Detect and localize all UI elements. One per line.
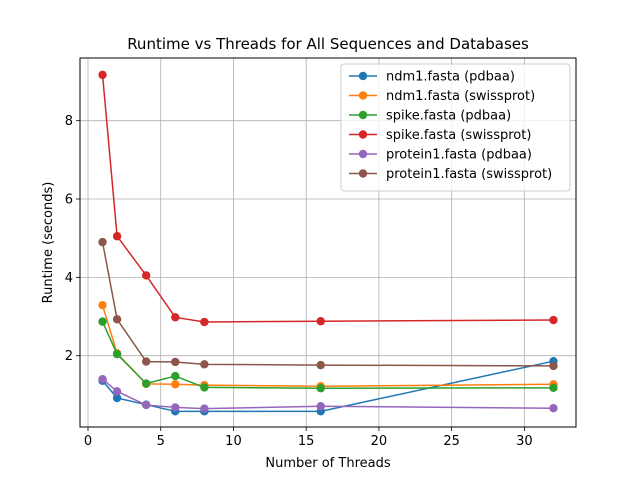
axis-ticks: 0 5 10 15 20 25 30 2 4 6 8 [65,114,533,449]
legend-item: ndm1.fasta (pdbaa) [349,70,515,85]
data-point [200,383,209,392]
data-point [200,360,209,369]
legend-item: protein1.fasta (swissprot) [349,167,552,182]
data-point [171,313,180,322]
data-point [316,384,325,393]
x-tick-label: 20 [371,434,388,449]
data-point [171,371,180,381]
legend-swatch-marker [358,169,368,178]
data-point [112,387,122,396]
series-5 [98,375,558,413]
x-axis-label: Number of Threads [265,456,390,471]
data-point [98,70,107,80]
y-tick-label: 2 [65,349,73,364]
data-point [316,317,325,326]
x-tick-label: 25 [443,434,460,449]
legend-swatch-marker [358,110,368,120]
x-tick-label: 15 [298,434,315,449]
x-tick-label: 10 [225,434,242,449]
data-point [112,393,122,403]
legend-label: spike.fasta (swissprot) [386,128,531,143]
legend-item: spike.fasta (swissprot) [349,128,531,143]
x-tick-label: 30 [516,434,533,449]
data-point [112,349,122,359]
data-point [316,360,325,370]
legend-swatch-marker [358,91,368,100]
y-axis-label: Runtime (seconds) [41,182,56,304]
legend-label: ndm1.fasta (swissprot) [386,89,535,104]
data-point [316,402,325,411]
legend-swatch-marker [358,130,368,139]
data-point [549,315,558,325]
data-point [112,315,122,324]
data-point [98,237,107,247]
legend-label: protein1.fasta (pdbaa) [386,148,532,163]
series-layer [98,70,558,416]
data-point [549,361,558,371]
data-point [141,379,151,388]
legend-item: spike.fasta (pdbaa) [349,109,511,124]
legend-swatch-marker [358,71,368,81]
x-tick-label: 5 [157,434,165,449]
data-point [200,404,209,413]
legend-swatch-marker [358,149,368,159]
y-tick-label: 6 [65,193,73,208]
data-point [171,380,180,389]
legend-label: spike.fasta (pdbaa) [386,109,511,124]
data-point [112,232,122,241]
data-point [549,403,558,413]
data-point [141,271,151,280]
y-tick-label: 4 [65,271,73,286]
data-point [549,383,558,393]
plot-frame [79,57,577,428]
data-point [171,403,180,412]
data-point [141,357,151,366]
x-tick-label: 0 [84,434,92,449]
data-point [98,300,107,310]
series-3 [98,317,558,393]
data-point [171,357,180,367]
legend-label: protein1.fasta (swissprot) [386,167,552,182]
legend-box [340,63,571,192]
legend-item: protein1.fasta (pdbaa) [349,148,532,163]
series-6 [98,237,558,371]
series-4 [98,70,558,327]
legend: ndm1.fasta (pdbaa) ndm1.fasta (swissprot)… [340,63,571,192]
data-point [141,400,151,410]
data-point [98,375,107,384]
legend-item: ndm1.fasta (swissprot) [349,89,535,104]
chart-title: Runtime vs Threads for All Sequences and… [127,35,529,53]
legend-label: ndm1.fasta (pdbaa) [386,70,515,85]
data-point [200,317,209,327]
y-tick-label: 8 [65,114,73,129]
data-point [98,317,107,326]
